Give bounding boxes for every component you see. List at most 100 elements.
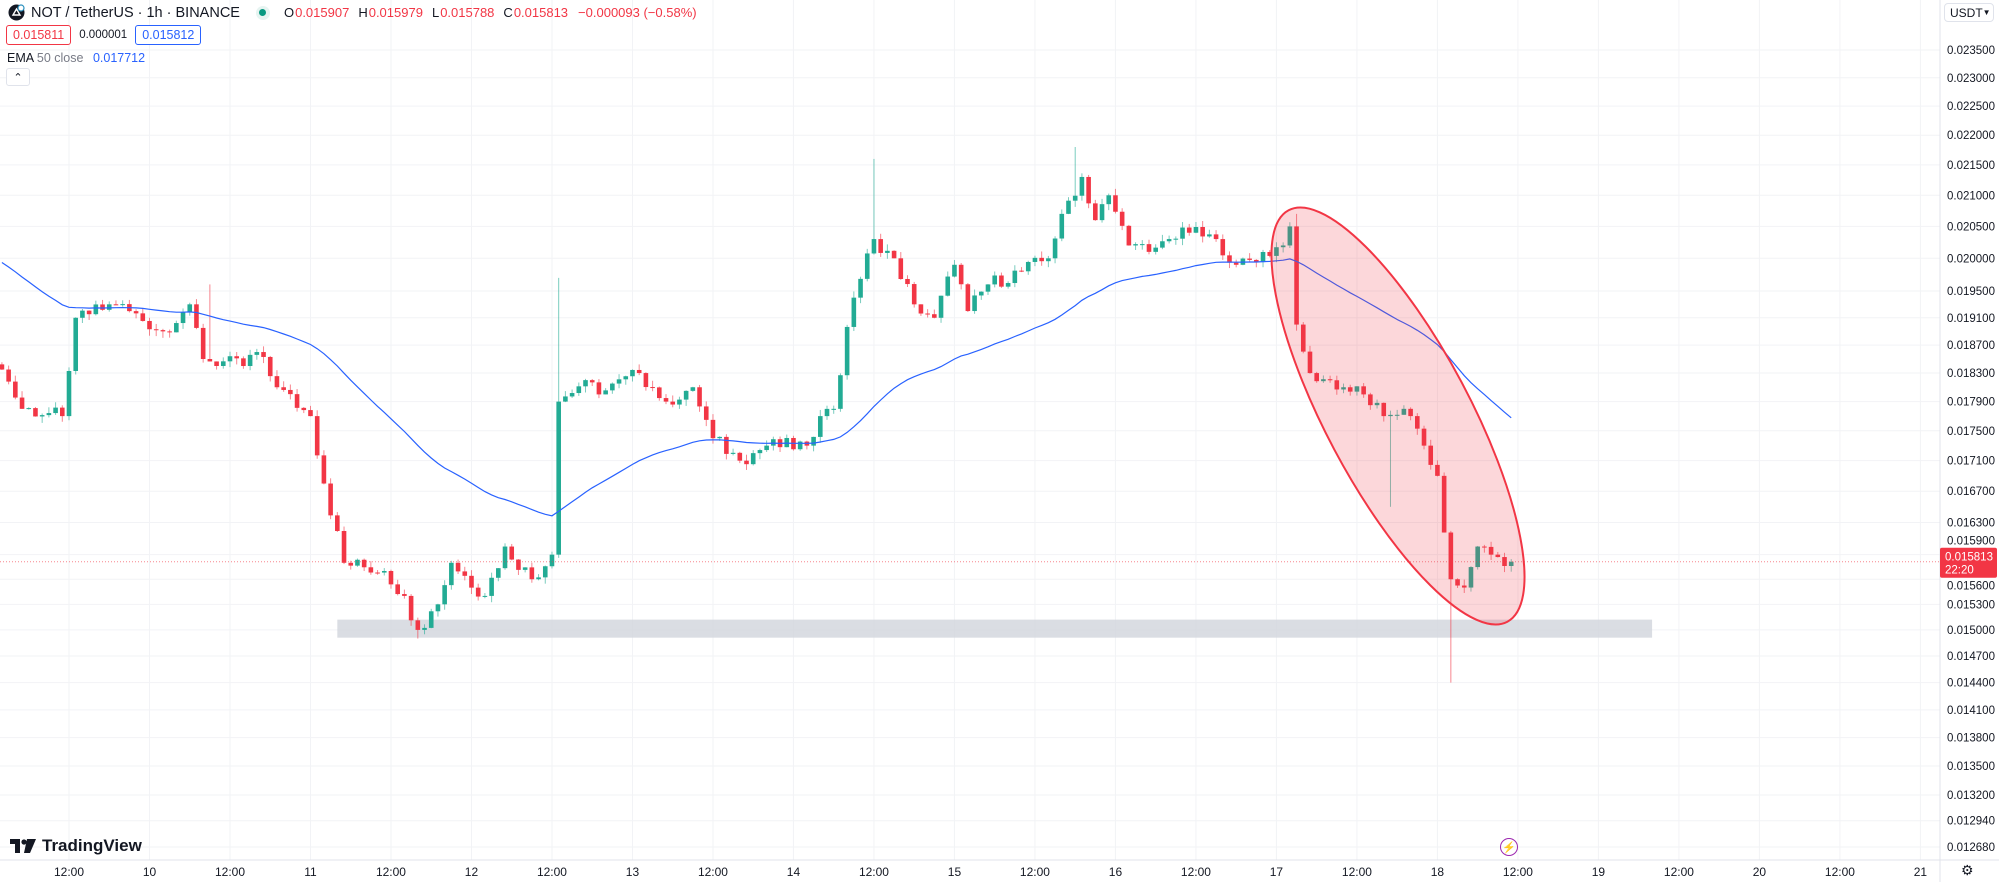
candle <box>1227 251 1232 269</box>
brand-name: TradingView <box>42 836 142 855</box>
candle <box>509 543 515 561</box>
candle-body <box>724 436 729 454</box>
candle-body <box>797 441 803 450</box>
candle-body <box>328 483 333 516</box>
candle <box>683 390 689 406</box>
candle <box>724 434 729 460</box>
buy-button[interactable]: 0.015812 <box>135 25 202 45</box>
candle-body <box>1247 258 1252 260</box>
price-tick-label: 0.020500 <box>1947 221 1995 233</box>
candle <box>408 594 414 626</box>
candle <box>375 570 380 575</box>
candle-body <box>616 379 622 384</box>
candle <box>529 562 535 583</box>
candle-body <box>851 297 857 327</box>
candle-body <box>811 436 816 446</box>
support-zone[interactable] <box>337 619 1653 638</box>
candle <box>1327 375 1333 383</box>
candle <box>127 299 132 313</box>
candle <box>797 440 803 451</box>
candle-body <box>717 436 722 439</box>
candle-body <box>509 546 515 560</box>
collapse-legend-button[interactable]: ⌃ <box>6 68 30 86</box>
time-axis[interactable]: 12:00 10 12:00 11 12:00 12 12:00 13 12:00 14 12:00… <box>54 865 1927 879</box>
candle <box>1421 425 1427 450</box>
highlight-ellipse[interactable] <box>1225 176 1571 655</box>
candle-body <box>153 329 159 331</box>
time-tick-label: 12:00 <box>1825 865 1855 879</box>
ema-legend[interactable]: EMA 50 close 0.017712 <box>7 51 145 65</box>
candle-body <box>1508 561 1514 566</box>
candle-body <box>180 312 186 324</box>
candle-body <box>885 250 890 253</box>
candle <box>66 367 72 421</box>
candle-body <box>952 264 957 277</box>
symbol-title[interactable]: NOT / TetherUS · 1h · BINANCE <box>31 4 240 21</box>
candle <box>938 295 944 323</box>
price-tick-label: 0.014100 <box>1947 705 1995 717</box>
candle-body <box>73 317 79 371</box>
time-tick-label: 12:00 <box>215 865 245 879</box>
candle-body <box>174 323 179 333</box>
price-tick-label: 0.022000 <box>1947 130 1995 142</box>
price-tick-label: 0.016300 <box>1947 518 1995 530</box>
candle-body <box>925 313 930 315</box>
spread-value: 0.000001 <box>79 29 128 41</box>
candle-body <box>348 562 354 566</box>
time-tick-label: 11 <box>304 865 317 879</box>
sell-button[interactable]: 0.015811 <box>6 25 72 45</box>
currency-selector[interactable]: USDT ▼ <box>1944 3 1994 22</box>
candle-body <box>475 587 481 597</box>
candle <box>563 391 568 403</box>
candle <box>804 440 810 450</box>
price-axis[interactable]: 0.023500 0.023000 0.022500 0.022000 0.021500… <box>1947 45 1995 854</box>
tradingview-logo[interactable]: TradingView <box>10 836 142 856</box>
candle-body <box>542 566 548 578</box>
price-tick-label: 0.016700 <box>1947 486 1995 498</box>
candle <box>1475 545 1480 570</box>
candle <box>710 414 716 444</box>
candle-body <box>1287 226 1293 246</box>
time-tick-label: 12 <box>465 865 479 879</box>
candle-body <box>831 408 837 410</box>
candle-body <box>167 331 172 333</box>
highlight-ellipse-shape[interactable] <box>1225 176 1571 655</box>
candle-body <box>314 416 320 456</box>
support-zone-rectangle[interactable] <box>337 619 1653 638</box>
candle <box>958 262 964 290</box>
candle-body <box>1220 239 1226 256</box>
candle <box>657 386 662 401</box>
candle-body <box>703 406 709 420</box>
time-tick-label: 12:00 <box>1181 865 1211 879</box>
candle-body <box>220 361 226 366</box>
candle <box>1160 234 1165 250</box>
candle-body <box>771 439 776 446</box>
candle <box>388 569 394 589</box>
candle <box>636 364 642 376</box>
candle-body <box>388 570 394 585</box>
candle-body <box>147 320 152 330</box>
lightning-icon[interactable]: ⚡ <box>1500 838 1518 856</box>
candle <box>469 570 474 595</box>
candle <box>73 317 79 375</box>
candle <box>174 320 179 333</box>
candle-body <box>428 611 434 628</box>
candle <box>106 301 112 312</box>
market-open-status-icon <box>255 5 270 20</box>
candle-body <box>462 571 468 576</box>
settings-gear-icon[interactable]: ⚙ <box>1961 862 1974 878</box>
candle-body <box>824 408 830 417</box>
candle-body <box>623 376 629 380</box>
candle-body <box>1019 270 1024 272</box>
symbol-logo-icon <box>8 4 25 21</box>
candle <box>650 380 655 392</box>
price-tick-label: 0.020000 <box>1947 253 1995 265</box>
candle <box>864 248 870 282</box>
symbol-header: NOT / TetherUS · 1h · BINANCE O0.015907 … <box>8 4 700 21</box>
ema-50-line <box>1 258 1512 517</box>
chevron-up-icon: ⌃ <box>13 71 23 84</box>
price-tick-label: 0.015300 <box>1947 599 1995 611</box>
candle <box>536 574 541 581</box>
candle-body <box>1482 546 1487 548</box>
